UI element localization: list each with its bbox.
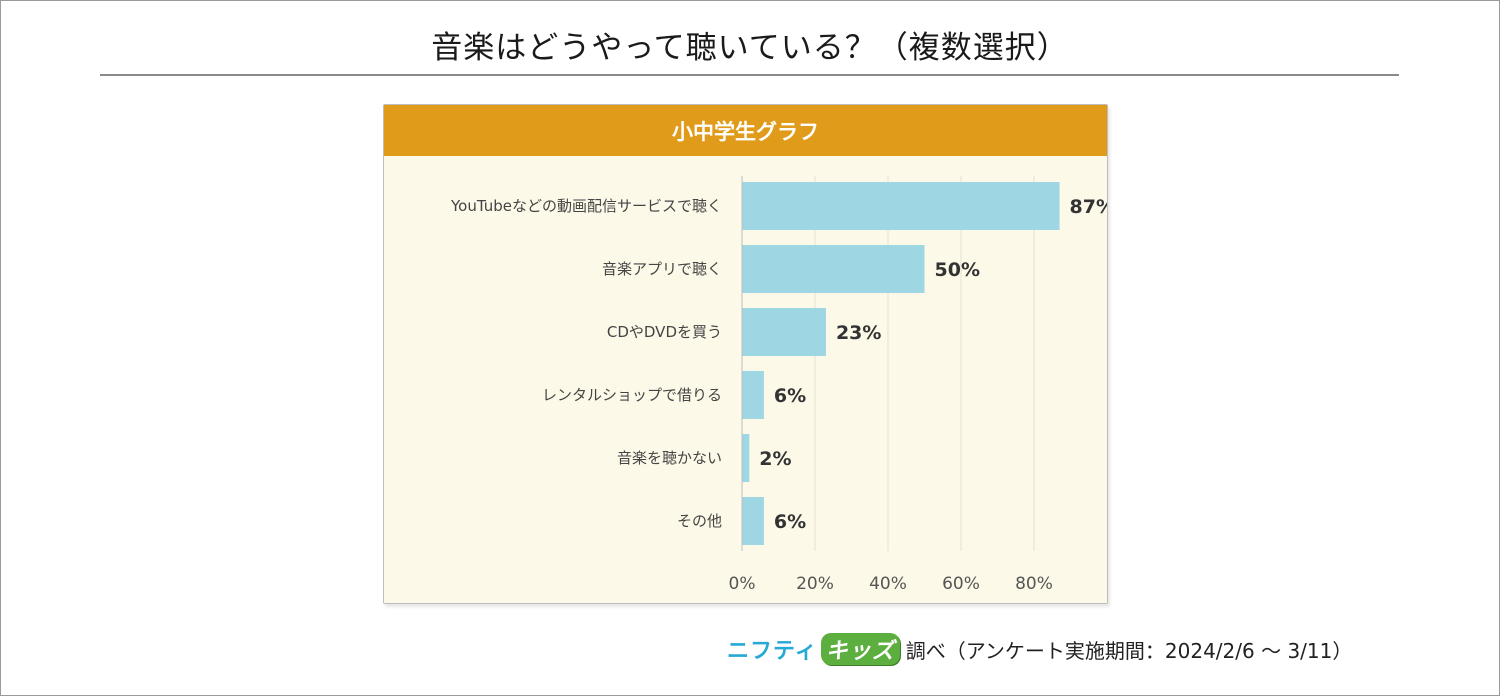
- category-label: 音楽を聴かない: [617, 449, 722, 467]
- chart-panel: 小中学生グラフ YouTubeなどの動画配信サービスで聴く 87% 音楽アプリで聴く…: [383, 104, 1108, 604]
- credit-line: ニフティ キッズ 調べ（アンケート実施期間：2024/2/6 ～ 3/11）: [727, 633, 1352, 665]
- brand-logo-part2: キッズ: [820, 633, 900, 665]
- category-label: レンタルショップで借りる: [542, 386, 722, 404]
- credit-text: 調べ（アンケート実施期間：2024/2/6 ～ 3/11）: [905, 638, 1353, 663]
- value-label: 6%: [774, 385, 806, 407]
- bar: [742, 371, 764, 419]
- page-title: 音楽はどうやって聴いている？（複数選択）: [431, 30, 1069, 66]
- category-label: YouTubeなどの動画配信サービスで聴く: [450, 197, 722, 215]
- value-label: 6%: [774, 511, 806, 533]
- title-divider: [100, 74, 1399, 76]
- bar: [742, 434, 750, 482]
- category-label: 音楽アプリで聴く: [602, 260, 722, 278]
- category-label: その他: [677, 512, 722, 530]
- panel-header: 小中学生グラフ: [384, 105, 1107, 156]
- category-label: CDやDVDを買う: [607, 323, 722, 341]
- x-tick-label: 20%: [796, 574, 834, 594]
- bar: [742, 308, 826, 356]
- x-tick-label: 0%: [729, 574, 756, 594]
- bar: [742, 497, 764, 545]
- value-label: 50%: [935, 259, 980, 281]
- chart-area: YouTubeなどの動画配信サービスで聴く 87% 音楽アプリで聴く 50% CDやDV…: [384, 156, 1107, 603]
- value-label: 23%: [836, 322, 881, 344]
- x-tick-label: 40%: [869, 574, 907, 594]
- value-label: 2%: [759, 448, 791, 470]
- brand-logo-part1: ニフティ: [727, 639, 818, 664]
- panel-title: 小中学生グラフ: [672, 119, 819, 144]
- x-tick-label: 60%: [942, 574, 980, 594]
- bar: [742, 245, 925, 293]
- brand-logo: ニフティ キッズ: [727, 633, 900, 665]
- value-label: 87%: [1070, 196, 1107, 218]
- x-tick-label: 80%: [1015, 574, 1053, 594]
- bar: [742, 182, 1060, 230]
- bar-chart: YouTubeなどの動画配信サービスで聴く 87% 音楽アプリで聴く 50% CDやDV…: [450, 176, 1107, 594]
